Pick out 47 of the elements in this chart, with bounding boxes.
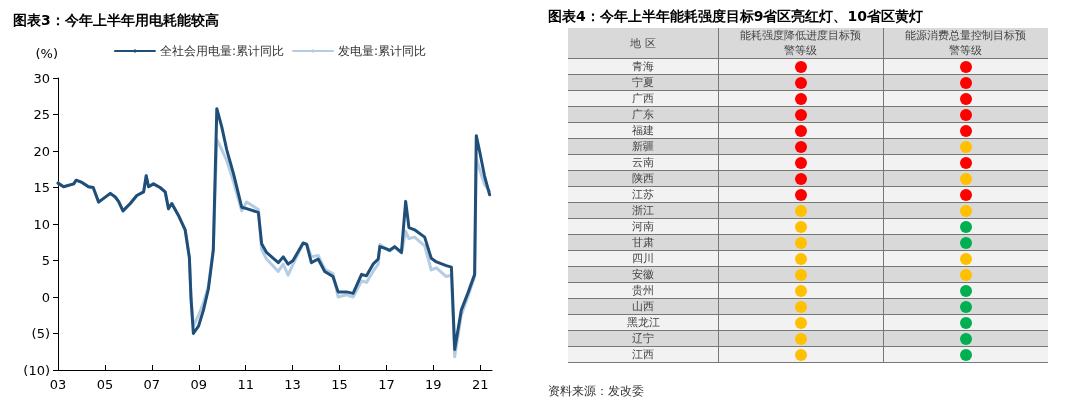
category-label: 辽宁 <box>632 332 654 345</box>
y-tick-label: 0 <box>41 289 50 305</box>
y-tick-label: (5) <box>31 326 50 341</box>
x-tick-label: 03 <box>49 377 67 392</box>
category-label: 甘肃 <box>632 236 654 249</box>
legend-label: 发电量:累计同比 <box>338 44 427 58</box>
text: 图表4：今年上半年能耗强度目标9省区亮红灯、10省区黄灯 <box>548 8 924 26</box>
y-tick-label: (10) <box>23 362 50 378</box>
category-label: 能源消费总量控制目标预警等级 <box>883 28 1048 59</box>
x-tick-label: 17 <box>378 377 395 392</box>
category-label: 安徽 <box>632 268 654 281</box>
x-tick-label: 21 <box>472 377 489 392</box>
category-label: 贵州 <box>632 284 654 297</box>
category-label: 福建 <box>632 124 654 137</box>
category-label: 河南 <box>632 220 654 233</box>
x-tick-label: 07 <box>143 377 161 392</box>
category-label: 黑龙江 <box>626 316 660 329</box>
category-label: 青海 <box>632 60 654 73</box>
legend-label: 全社会用电量:累计同比 <box>159 44 284 58</box>
category-label: 广西 <box>632 92 654 105</box>
category-label: 浙江 <box>632 204 654 217</box>
category-label: 江苏 <box>632 188 654 201</box>
x-tick-label: 19 <box>425 377 442 392</box>
x-tick-label: 13 <box>284 377 301 392</box>
y-tick-label: 10 <box>33 216 50 232</box>
y-tick-label: 30 <box>33 70 50 86</box>
category-label: 宁夏 <box>632 76 654 89</box>
category-label: 江西 <box>632 348 654 361</box>
category-label: 山西 <box>632 300 654 313</box>
category-label: 陕西 <box>632 172 654 185</box>
category-label: 广东 <box>632 108 654 121</box>
x-tick-label: 05 <box>96 377 114 392</box>
text: 资料来源：发改委 <box>548 383 644 400</box>
y-tick-label: 20 <box>33 143 50 159</box>
category-label: 能耗强度降低进度目标预警等级 <box>718 28 884 59</box>
category-label: 四川 <box>632 252 654 265</box>
y-tick-label: 5 <box>41 253 50 268</box>
x-tick-label: 09 <box>190 377 208 392</box>
x-tick-label: 15 <box>331 377 348 392</box>
y-tick-label: 15 <box>33 180 50 195</box>
y-tick-label: 25 <box>33 107 50 122</box>
x-tick-label: 11 <box>237 377 254 392</box>
text: 地 区 <box>568 28 719 59</box>
category-label: 新疆 <box>632 140 654 153</box>
category-label: 云南 <box>632 156 654 169</box>
y-axis-title: (%) <box>35 46 58 61</box>
chart-title: 图表3：今年上半年用电耗能较高 <box>13 12 219 28</box>
